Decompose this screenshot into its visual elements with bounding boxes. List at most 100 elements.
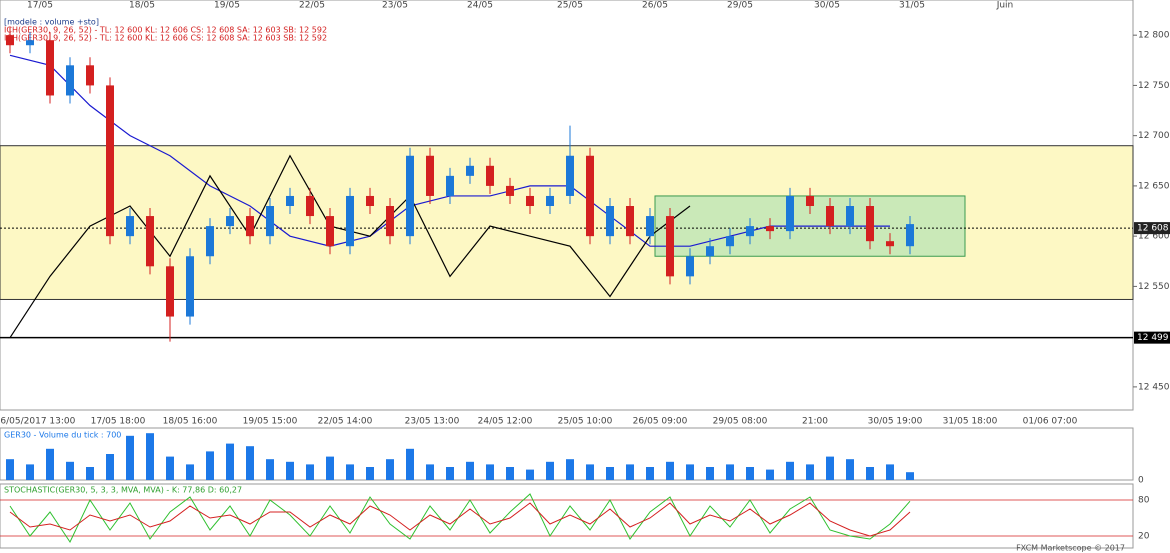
volume-bar [466, 461, 474, 480]
candle-body [666, 216, 674, 277]
candle-body [146, 216, 154, 267]
candle-body [526, 195, 534, 207]
candle-body [646, 216, 654, 237]
volume-bar [826, 456, 834, 480]
candle-body [726, 236, 734, 247]
candle-body [906, 224, 914, 247]
price-tag-label: 12 499 [1137, 333, 1169, 343]
top-date: 18/05 [129, 1, 155, 11]
candle-body [566, 155, 574, 196]
candle-body [6, 35, 14, 46]
top-date: 23/05 [382, 1, 408, 11]
bottom-date: 16/05/2017 13:00 [0, 417, 76, 427]
y-tick-label: 12 700 [1138, 131, 1170, 141]
volume-bar [646, 467, 654, 480]
candle-body [626, 206, 634, 237]
top-date: 19/05 [214, 1, 240, 11]
panel-title: GER30 - Volume du tick : 700 [4, 431, 121, 440]
volume-bar [606, 467, 614, 480]
candle-body [426, 155, 434, 196]
volume-bar [526, 469, 534, 480]
candle-body [706, 246, 714, 257]
candle-body [686, 256, 694, 277]
candle-body [226, 216, 234, 227]
top-date: 17/05 [27, 1, 53, 11]
stoch-line [9, 502, 911, 537]
candle-body [86, 65, 94, 86]
candle-body [166, 266, 174, 317]
volume-bar [806, 464, 814, 480]
volume-bar [746, 467, 754, 480]
bottom-date: 21:00 [802, 417, 828, 427]
volume-bar [886, 464, 894, 480]
volume-bar [486, 464, 494, 480]
y-tick-label: 12 750 [1138, 81, 1170, 91]
candle-body [546, 195, 554, 207]
candle-body [606, 206, 614, 237]
legend-text: ICH(GER30, 9, 26, 52) - TL: 12 600 KL: 1… [4, 34, 327, 43]
footer: FXCM Marketscope © 2017 [1016, 544, 1125, 553]
legend-text: [modele : volume +sto] [4, 18, 99, 27]
volume-bar [86, 467, 94, 480]
y-tick-label: 12 600 [1138, 232, 1170, 242]
bottom-date: 24/05 12:00 [478, 417, 533, 427]
volume-bar [726, 464, 734, 480]
volume-bar [786, 461, 794, 480]
bottom-date: 19/05 15:00 [243, 417, 298, 427]
volume-bar [6, 459, 14, 480]
volume-bar [586, 464, 594, 480]
top-date: 26/05 [642, 1, 668, 11]
volume-bar [26, 464, 34, 480]
y-tick-label: 0 [1138, 476, 1144, 486]
candle-body [586, 155, 594, 237]
volume-bar [706, 467, 714, 480]
volume-bar [446, 467, 454, 480]
candle-body [746, 226, 754, 237]
candle-body [766, 226, 774, 232]
candle-body [66, 65, 74, 96]
candle-body [26, 40, 34, 46]
y-tick-label: 80 [1138, 496, 1150, 506]
candle-body [306, 195, 314, 217]
volume-bar [906, 472, 914, 480]
top-date: 29/05 [727, 1, 753, 11]
candle-body [206, 226, 214, 257]
candle-body [866, 206, 874, 242]
y-tick-label: 12 650 [1138, 181, 1170, 191]
candle-body [466, 165, 474, 176]
volume-bar [406, 448, 414, 480]
volume-bar [846, 459, 854, 480]
candle-body [246, 216, 254, 237]
candle-body [486, 165, 494, 186]
candle-body [386, 206, 394, 237]
panel-bg [0, 483, 1134, 549]
bottom-date: 26/05 09:00 [633, 417, 688, 427]
volume-bar [146, 433, 154, 480]
candle-body [786, 195, 794, 232]
price-tag [1134, 222, 1170, 235]
volume-bar [686, 464, 694, 480]
candle-body [46, 40, 54, 96]
candle-body [106, 85, 114, 237]
candle-body [126, 216, 134, 237]
candle-body [846, 206, 854, 227]
volume-bar [866, 467, 874, 480]
top-date: 25/05 [557, 1, 583, 11]
volume-bar [166, 456, 174, 480]
panel-title: STOCHASTIC(GER30, 5, 3, 3, MVA, MVA) - K… [4, 486, 242, 495]
candle-body [506, 185, 514, 196]
bottom-date: 01/06 07:00 [1023, 417, 1078, 427]
top-date: 30/05 [814, 1, 840, 11]
volume-bar [186, 464, 194, 480]
bottom-date: 29/05 08:00 [713, 417, 768, 427]
bottom-date: 18/05 16:00 [163, 417, 218, 427]
volume-bar [226, 443, 234, 480]
candle-body [806, 195, 814, 207]
candle-body [826, 206, 834, 227]
volume-bar [46, 448, 54, 480]
top-date: 24/05 [467, 1, 493, 11]
volume-bar [366, 467, 374, 480]
candle-body [406, 155, 414, 237]
volume-bar [766, 469, 774, 480]
